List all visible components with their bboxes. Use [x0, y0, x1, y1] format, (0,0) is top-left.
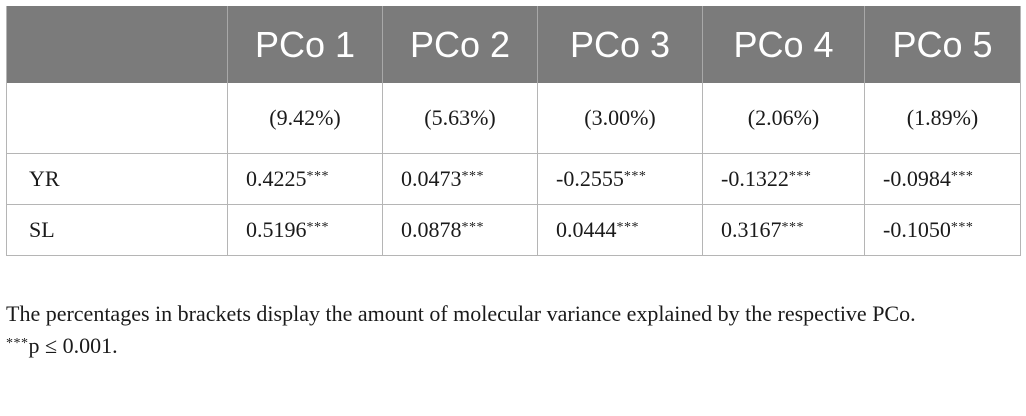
- value-text: -0.0984: [883, 166, 951, 191]
- header-cell-pco3: PCo 3: [537, 6, 703, 83]
- row-label-yr: YR: [6, 153, 228, 205]
- value-cell: -0.0984***: [864, 153, 1021, 205]
- value-text: 0.0878: [401, 217, 462, 242]
- percent-cell-pco1: (9.42%): [227, 83, 383, 154]
- significance-mark: ***: [788, 169, 812, 184]
- value-cell: 0.0473***: [382, 153, 538, 205]
- header-cell-pco5: PCo 5: [864, 6, 1021, 83]
- percent-cell-pco3: (3.00%): [537, 83, 703, 154]
- value-text: 0.5196: [246, 217, 307, 242]
- header-cell-pco2: PCo 2: [382, 6, 538, 83]
- percent-cell-pco5: (1.89%): [864, 83, 1021, 154]
- significance-mark: ***: [306, 220, 329, 235]
- significance-mark: ***: [950, 169, 974, 184]
- header-cell-pco1: PCo 1: [227, 6, 383, 83]
- value-text: 0.0473: [401, 166, 462, 191]
- value-text: 0.0444: [556, 217, 617, 242]
- table-row-yr: YR 0.4225*** 0.0473*** -0.2555*** -0.132…: [6, 153, 1021, 205]
- footnote-significance-mark: ***: [6, 336, 29, 351]
- value-text: -0.1050: [883, 217, 951, 242]
- value-cell: 0.0444***: [537, 204, 703, 256]
- value-text: 0.3167: [721, 217, 782, 242]
- footnote-significance-text: p ≤ 0.001.: [28, 333, 118, 358]
- pco-correlation-table: PCo 1 PCo 2 PCo 3 PCo 4 PCo 5 (9.42%) (5…: [6, 6, 1021, 256]
- footnote-significance: ***p ≤ 0.001.: [6, 330, 1016, 360]
- percent-cell-pco4: (2.06%): [702, 83, 865, 154]
- significance-mark: ***: [616, 220, 639, 235]
- significance-mark: ***: [461, 169, 484, 184]
- value-text: -0.1322: [721, 166, 789, 191]
- significance-mark: ***: [306, 169, 329, 184]
- results-table-container: PCo 1 PCo 2 PCo 3 PCo 4 PCo 5 (9.42%) (5…: [6, 6, 1021, 256]
- value-cell: -0.2555***: [537, 153, 703, 205]
- value-cell: 0.4225***: [227, 153, 383, 205]
- value-text: -0.2555: [556, 166, 624, 191]
- significance-mark: ***: [781, 220, 804, 235]
- percent-cell-pco2: (5.63%): [382, 83, 538, 154]
- percent-cell-empty: [6, 83, 228, 154]
- value-cell: 0.3167***: [702, 204, 865, 256]
- value-cell: -0.1050***: [864, 204, 1021, 256]
- variance-percent-row: (9.42%) (5.63%) (3.00%) (2.06%) (1.89%): [6, 83, 1021, 154]
- header-cell-pco4: PCo 4: [702, 6, 865, 83]
- significance-mark: ***: [623, 169, 647, 184]
- footnote-variance: The percentages in brackets display the …: [6, 301, 916, 326]
- value-text: 0.4225: [246, 166, 307, 191]
- header-cell-empty: [6, 6, 228, 83]
- significance-mark: ***: [950, 220, 974, 235]
- table-row-sl: SL 0.5196*** 0.0878*** 0.0444*** 0.3167*…: [6, 204, 1021, 256]
- table-header-row: PCo 1 PCo 2 PCo 3 PCo 4 PCo 5: [6, 6, 1021, 83]
- value-cell: 0.5196***: [227, 204, 383, 256]
- value-cell: 0.0878***: [382, 204, 538, 256]
- table-footnotes: The percentages in brackets display the …: [6, 300, 1016, 360]
- value-cell: -0.1322***: [702, 153, 865, 205]
- row-label-sl: SL: [6, 204, 228, 256]
- significance-mark: ***: [461, 220, 484, 235]
